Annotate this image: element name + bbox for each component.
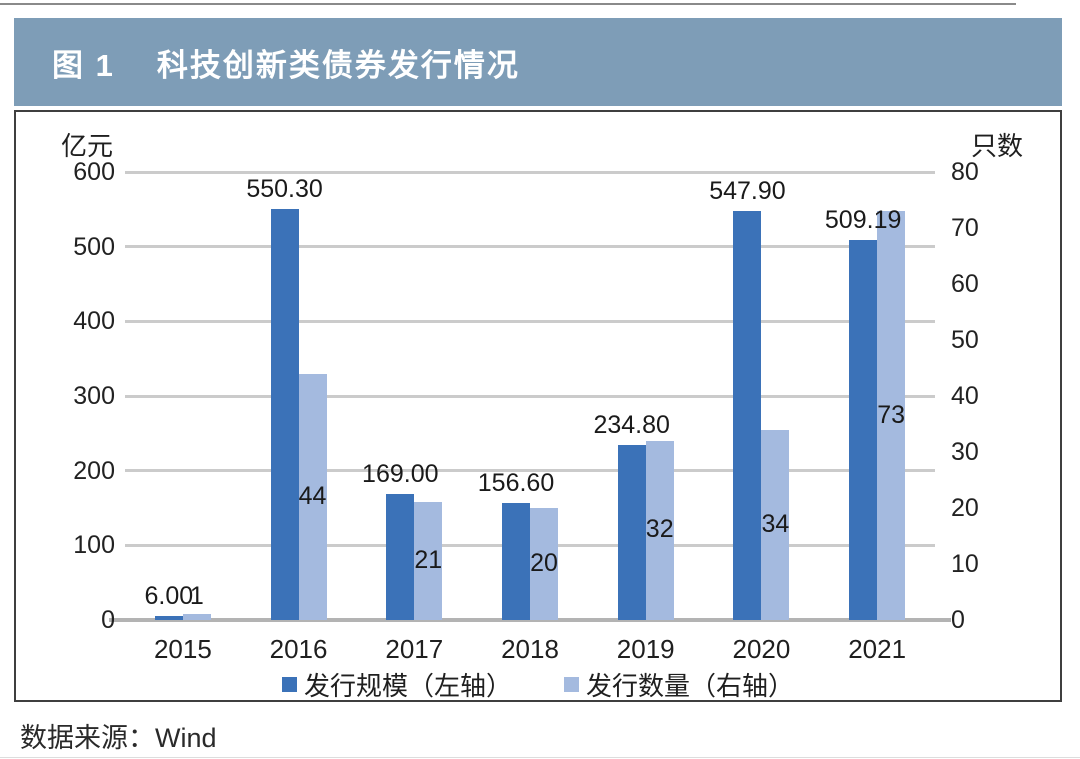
left-axis-tick: 600 [73,158,115,186]
figure-title-bar: 图 1 科技创新类债券发行情况 [14,18,1062,106]
figure-title: 科技创新类债券发行情况 [156,47,520,83]
figure-number-label: 图 1 [52,47,115,83]
right-axis-tick: 40 [951,382,979,410]
bar-issuance-count [761,429,790,620]
x-axis-year-label: 2020 [732,634,791,664]
bar-issuance-scale [502,503,530,620]
left-axis-tick: 0 [101,606,115,634]
left-axis-tick: 500 [73,232,115,261]
right-axis-tick: 80 [951,158,979,186]
bottom-rule-line [0,757,1080,758]
bar-issuance-scale [733,210,762,620]
right-axis-tick: 10 [951,550,979,578]
value-label-scale: 169.00 [362,459,439,488]
bar-issuance-scale [386,493,415,620]
value-label-scale: 156.60 [477,469,555,498]
x-axis-year-label: 2021 [848,634,907,664]
right-axis-tick: 30 [951,438,979,466]
bar-issuance-scale [154,615,183,620]
bar-issuance-count [182,614,211,620]
x-axis-year-label: 2016 [269,634,328,664]
bar-issuance-count [414,502,443,620]
bar-issuance-count [645,440,674,620]
right-axis-tick: 60 [951,270,979,298]
x-axis-year-label: 2017 [385,634,444,664]
bar-issuance-count [530,508,558,620]
plot-area: 6.00 1 2015 550.30 44 2016 169.00 21 2017 156.60 2… [109,170,951,664]
bar-issuance-count [877,211,906,620]
x-axis-baseline [109,618,951,622]
right-axis-tick: 50 [951,326,979,354]
x-axis-year-label: 2015 [153,634,212,664]
left-axis-tick: 300 [73,382,115,410]
left-axis-tick: 200 [73,456,115,485]
legend-item-count: 发行数量（右轴） [564,666,794,703]
value-label-scale: 547.90 [709,176,786,205]
legend-item-scale: 发行规模（左轴） [281,666,512,703]
x-axis-year-label: 2018 [501,634,559,664]
chart-area: 亿元 只数 6.00 1 2015 550.30 44 2016 169.00 21 2017 1… [16,112,1060,703]
value-label-count: 21 [414,546,443,575]
chart-legend: 发行规模（左轴） 发行数量（右轴） [16,666,1060,703]
right-axis-unit-label: 只数 [970,131,1023,161]
right-axis-tick: 20 [951,494,979,522]
bar-issuance-scale [617,444,646,620]
legend-swatch-scale [281,677,297,692]
value-label-scale: 509.19 [824,205,902,234]
bar-issuance-count [298,373,327,620]
top-rule-line [0,3,1016,5]
left-axis-unit-label: 亿元 [60,131,113,161]
legend-label-count: 发行数量（右轴） [586,671,795,701]
bar-issuance-scale [849,239,878,620]
gridline [125,319,935,323]
value-label-scale: 550.30 [246,175,323,204]
x-axis-year-label: 2019 [616,634,675,664]
bar-issuance-scale [270,209,299,620]
gridline [125,245,935,249]
right-axis-tick: 70 [951,214,979,242]
gridline [125,394,935,398]
value-label-count: 1 [189,582,204,611]
left-axis-tick: 100 [73,531,115,560]
legend-label-scale: 发行规模（左轴） [303,671,512,701]
value-label-count: 44 [298,481,327,510]
value-label-scale: 6.00 [144,581,194,610]
gridline [125,170,935,174]
right-axis-tick: 0 [951,606,965,634]
data-source-note: 数据来源：Wind [20,723,217,753]
gridline [125,469,935,473]
legend-swatch-count [564,677,579,692]
value-label-count: 20 [530,549,558,577]
value-label-count: 32 [645,515,674,544]
value-label-count: 73 [877,400,906,429]
value-label-scale: 234.80 [593,410,670,439]
left-axis-tick: 400 [73,307,115,336]
chart-panel: 亿元 只数 6.00 1 2015 550.30 44 2016 169.00 21 2017 1… [14,110,1062,702]
value-label-count: 34 [761,509,790,538]
